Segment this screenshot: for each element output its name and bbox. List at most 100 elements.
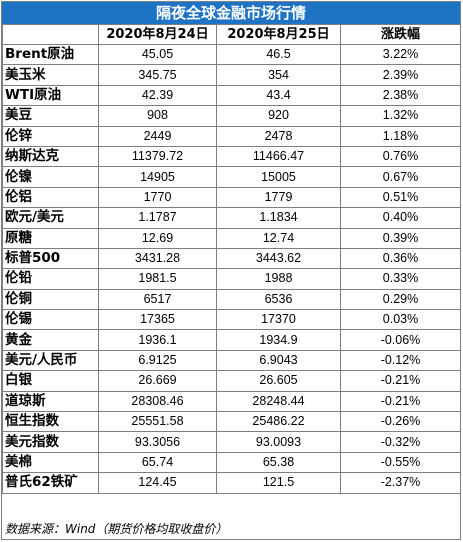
table-row: 伦铝 1770 1779 0.51% — [2, 186, 461, 209]
table-row: 伦锡 17365 17370 0.03% — [2, 309, 461, 331]
change-percent: -0.21% — [340, 390, 461, 413]
value-aug24: 65.74 — [98, 451, 217, 474]
change-percent: 1.18% — [340, 125, 461, 147]
value-aug25: 2478 — [216, 125, 341, 147]
value-aug24: 42.39 — [98, 84, 217, 107]
value-aug25: 354 — [216, 64, 341, 86]
instrument-name: 标普500 — [2, 247, 99, 270]
value-aug25: 1934.9 — [216, 329, 341, 351]
table-row: WTI原油 42.39 43.4 2.38% — [2, 84, 461, 107]
change-percent: -0.32% — [340, 431, 461, 453]
value-aug25: 11466.47 — [216, 145, 341, 168]
instrument-name: 美元指数 — [2, 431, 99, 453]
value-aug25: 65.38 — [216, 451, 341, 474]
header-blank-cell — [2, 24, 99, 45]
value-aug25: 3443.62 — [216, 247, 341, 270]
value-aug24: 1936.1 — [98, 329, 217, 351]
value-aug24: 26.669 — [98, 370, 217, 392]
change-percent: 1.32% — [340, 105, 461, 127]
instrument-name: 伦锌 — [2, 125, 99, 147]
change-percent: 3.22% — [340, 43, 461, 66]
value-aug25: 920 — [216, 105, 341, 127]
value-aug24: 345.75 — [98, 64, 217, 86]
value-aug24: 1770 — [98, 186, 217, 209]
table-row: 美元/人民币 6.9125 6.9043 -0.12% — [2, 349, 461, 372]
value-aug25: 43.4 — [216, 84, 341, 107]
change-percent: 0.40% — [340, 207, 461, 229]
table-row: 伦铜 6517 6536 0.29% — [2, 288, 461, 311]
value-aug24: 45.05 — [98, 43, 217, 66]
change-percent: 0.76% — [340, 145, 461, 168]
value-aug25: 25486.22 — [216, 411, 341, 433]
value-aug24: 6517 — [98, 288, 217, 311]
value-aug25: 6.9043 — [216, 349, 341, 372]
table-row: 恒生指数 25551.58 25486.22 -0.26% — [2, 411, 461, 433]
table-row: 白银 26.669 26.605 -0.21% — [2, 370, 461, 392]
instrument-name: Brent原油 — [2, 43, 99, 66]
table-row: Brent原油 45.05 46.5 3.22% — [2, 43, 461, 66]
value-aug25: 1988 — [216, 268, 341, 290]
table-row: 普氏62铁矿 124.45 121.5 -2.37% — [2, 472, 461, 494]
value-aug25: 121.5 — [216, 472, 341, 494]
instrument-name: 美元/人民币 — [2, 349, 99, 372]
table-row: 道琼斯 28308.46 28248.44 -0.21% — [2, 390, 461, 413]
table-row: 黄金 1936.1 1934.9 -0.06% — [2, 329, 461, 351]
instrument-name: WTI原油 — [2, 84, 99, 107]
value-aug24: 25551.58 — [98, 411, 217, 433]
change-percent: 0.33% — [340, 268, 461, 290]
change-percent: 0.67% — [340, 166, 461, 188]
instrument-name: 伦铅 — [2, 268, 99, 290]
instrument-name: 纳斯达克 — [2, 145, 99, 168]
value-aug24: 2449 — [98, 125, 217, 147]
table-row: 伦锌 2449 2478 1.18% — [2, 125, 461, 147]
value-aug24: 93.3056 — [98, 431, 217, 453]
value-aug24: 1.1787 — [98, 207, 217, 229]
value-aug24: 17365 — [98, 309, 217, 331]
value-aug25: 28248.44 — [216, 390, 341, 413]
change-percent: -0.06% — [340, 329, 461, 351]
value-aug25: 12.74 — [216, 227, 341, 249]
table-row: 美豆 908 920 1.32% — [2, 105, 461, 127]
instrument-name: 美豆 — [2, 105, 99, 127]
value-aug24: 908 — [98, 105, 217, 127]
table-row: 伦镍 14905 15005 0.67% — [2, 166, 461, 188]
change-percent: 0.51% — [340, 186, 461, 209]
table-row: 原糖 12.69 12.74 0.39% — [2, 227, 461, 249]
value-aug25: 6536 — [216, 288, 341, 311]
change-percent: 0.29% — [340, 288, 461, 311]
instrument-name: 白银 — [2, 370, 99, 392]
instrument-name: 伦铜 — [2, 288, 99, 311]
instrument-name: 美玉米 — [2, 64, 99, 86]
instrument-name: 伦铝 — [2, 186, 99, 209]
change-percent: -0.55% — [340, 451, 461, 474]
instrument-name: 黄金 — [2, 329, 99, 351]
instrument-name: 道琼斯 — [2, 390, 99, 413]
market-table: 2020年8月24日 2020年8月25日 涨跌幅 Brent原油 45.05 46… — [2, 24, 461, 494]
change-percent: 2.39% — [340, 64, 461, 86]
change-percent: 0.36% — [340, 247, 461, 270]
change-percent: 2.38% — [340, 84, 461, 107]
table-row: 欧元/美元 1.1787 1.1834 0.40% — [2, 207, 461, 229]
table-row: 美玉米 345.75 354 2.39% — [2, 64, 461, 86]
value-aug25: 1779 — [216, 186, 341, 209]
value-aug24: 1981.5 — [98, 268, 217, 290]
instrument-name: 恒生指数 — [2, 411, 99, 433]
table-row: 伦铅 1981.5 1988 0.33% — [2, 268, 461, 290]
value-aug25: 26.605 — [216, 370, 341, 392]
change-percent: -2.37% — [340, 472, 461, 494]
instrument-name: 欧元/美元 — [2, 207, 99, 229]
data-source-note: 数据来源：Wind（期货价格均取收盘价） — [5, 522, 228, 536]
table-row: 标普500 3431.28 3443.62 0.36% — [2, 247, 461, 270]
table-title: 隔夜全球金融市场行情 — [2, 2, 460, 24]
value-aug25: 1.1834 — [216, 207, 341, 229]
table-row: 纳斯达克 11379.72 11466.47 0.76% — [2, 145, 461, 168]
header-row: 2020年8月24日 2020年8月25日 涨跌幅 — [2, 24, 461, 45]
change-percent: 0.03% — [340, 309, 461, 331]
header-date1: 2020年8月24日 — [98, 24, 217, 45]
header-change: 涨跌幅 — [340, 24, 461, 45]
value-aug25: 93.0093 — [216, 431, 341, 453]
value-aug24: 6.9125 — [98, 349, 217, 372]
change-percent: -0.26% — [340, 411, 461, 433]
instrument-name: 普氏62铁矿 — [2, 472, 99, 494]
